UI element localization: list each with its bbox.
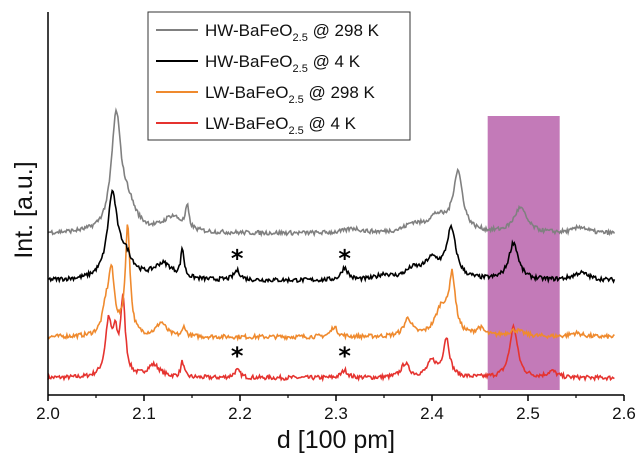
highlight-band (487, 116, 560, 390)
series-line-3 (47, 292, 615, 383)
annotation-star: * (231, 245, 244, 273)
x-tick-label: 2.5 (516, 404, 540, 423)
series-line-2 (47, 224, 615, 342)
y-axis-title: Int. [a.u.] (10, 161, 38, 258)
x-axis-title: d [100 pm] (277, 426, 395, 454)
legend-entry: LW-BaFeO2.5 @ 298 K (205, 83, 376, 106)
x-tick-label: 2.4 (420, 404, 444, 423)
legend-box (147, 11, 411, 141)
series-line-1 (48, 188, 616, 285)
traces (47, 107, 616, 383)
annotation-star: * (231, 342, 244, 370)
x-tick-label: 2.6 (612, 404, 636, 423)
annotation-star: * (338, 342, 351, 370)
axes: 2.0 2.1 2.2 2.3 2.4 2.5 2.6 (36, 12, 636, 423)
series-line-0 (47, 107, 616, 238)
x-tick-label: 2.2 (228, 404, 252, 423)
annotations: * * * * (231, 245, 352, 370)
x-tick-label: 2.0 (36, 404, 60, 423)
x-tick-label: 2.1 (132, 404, 156, 423)
legend-entry: HW-BaFeO2.5 @ 298 K (205, 21, 380, 44)
annotation-star: * (338, 245, 351, 273)
legend-entry: LW-BaFeO2.5 @ 4 K (205, 114, 357, 137)
legend-entry: HW-BaFeO2.5 @ 4 K (205, 52, 361, 75)
legend: HW-BaFeO2.5 @ 298 K HW-BaFeO2.5 @ 4 K LW-B… (147, 11, 411, 141)
x-tick-label: 2.3 (324, 404, 348, 423)
